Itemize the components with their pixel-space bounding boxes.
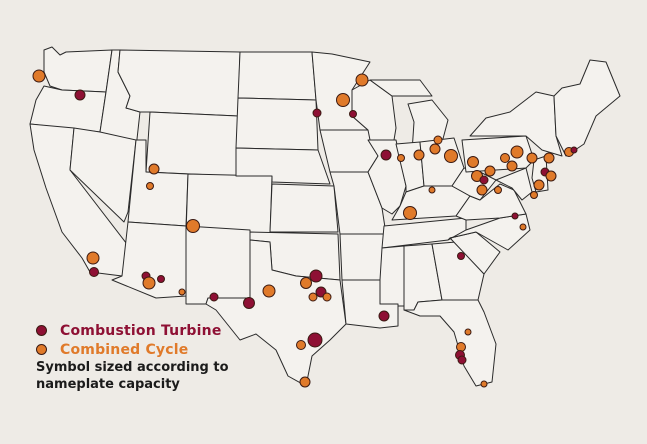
state-borders: [29, 46, 621, 387]
state-washington: [43, 46, 113, 93]
combined-cycle-marker: [519, 223, 527, 231]
combined-cycle-marker: [433, 135, 443, 145]
combustion-turbine-marker: [570, 146, 578, 154]
state-florida: [403, 299, 497, 387]
combined-cycle-marker: [545, 170, 557, 182]
state-south-dakota: [235, 97, 319, 151]
combined-cycle-marker: [299, 376, 311, 388]
state-north-carolina: [447, 213, 531, 251]
combined-cycle-marker: [296, 340, 306, 350]
combined-cycle-marker: [142, 276, 156, 290]
combined-cycle-marker: [146, 182, 154, 190]
state-texas: [205, 239, 347, 387]
combined-cycle-marker: [308, 292, 318, 302]
plant-markers: [32, 69, 578, 388]
combined-cycle-marker: [484, 165, 496, 177]
combined-cycle-marker: [178, 288, 186, 296]
combined-cycle-marker: [444, 149, 458, 163]
combustion-turbine-marker: [157, 275, 165, 283]
combustion-turbine-marker: [457, 252, 465, 260]
state-wyoming: [145, 111, 239, 177]
legend-label-combustion-turbine: Combustion Turbine: [60, 322, 222, 339]
state-kansas: [269, 183, 339, 233]
combustion-turbine-marker: [74, 89, 86, 101]
combined-cycle-marker: [355, 73, 369, 87]
combined-cycle-marker: [500, 153, 510, 163]
combined-cycle-marker: [86, 251, 100, 265]
combined-cycle-marker: [510, 145, 524, 159]
state-arkansas: [339, 233, 387, 281]
state-nevada: [69, 127, 137, 223]
combustion-turbine-marker: [209, 292, 219, 302]
state-delaware-maryland: [495, 167, 533, 201]
combined-cycle-marker: [467, 156, 479, 168]
legend-item-combustion-turbine: Combustion Turbine: [36, 321, 256, 340]
combined-cycle-marker: [413, 149, 425, 161]
combustion-turbine-marker: [349, 110, 357, 118]
combined-cycle-marker: [530, 191, 538, 199]
state-north-dakota: [237, 51, 317, 101]
state-new-mexico: [185, 225, 251, 305]
combined-cycle-marker: [403, 206, 417, 220]
legend-size-note: Symbol sized according to nameplate capa…: [36, 360, 229, 392]
combined-cycle-marker: [506, 160, 518, 172]
combined-cycle-marker: [397, 154, 405, 162]
combined-cycle-marker: [32, 69, 46, 83]
combined-cycle-marker: [148, 163, 160, 175]
state-georgia: [431, 241, 485, 301]
legend-label-combined-cycle: Combined Cycle: [60, 341, 189, 358]
combined-cycle-marker: [533, 179, 545, 191]
combined-cycle-swatch: [36, 344, 47, 355]
combined-cycle-marker: [322, 292, 332, 302]
combustion-turbine-marker: [380, 149, 392, 161]
combustion-turbine-marker: [309, 269, 323, 283]
state-montana: [117, 49, 241, 117]
state-new-england: [553, 59, 621, 157]
combustion-turbine-marker: [378, 310, 390, 322]
combined-cycle-marker: [494, 186, 502, 194]
combustion-turbine-marker: [511, 212, 519, 220]
combined-cycle-marker: [480, 380, 488, 388]
combined-cycle-marker: [262, 284, 276, 298]
combustion-turbine-marker: [89, 267, 99, 277]
combined-cycle-marker: [543, 152, 555, 164]
combustion-turbine-marker: [307, 332, 323, 348]
combined-cycle-marker: [186, 219, 200, 233]
combined-cycle-marker: [428, 186, 436, 194]
combustion-turbine-swatch: [36, 325, 47, 336]
combustion-turbine-marker: [479, 175, 489, 185]
state-mississippi: [379, 245, 405, 307]
state-nebraska: [235, 147, 331, 185]
combined-cycle-marker: [429, 143, 441, 155]
combined-cycle-marker: [464, 328, 472, 336]
combined-cycle-marker: [476, 184, 488, 196]
legend-item-combined-cycle: Combined Cycle: [36, 340, 256, 359]
combined-cycle-marker: [336, 93, 350, 107]
combustion-turbine-marker: [312, 108, 322, 118]
combustion-turbine-marker: [243, 297, 255, 309]
combined-cycle-marker: [526, 152, 538, 164]
legend: Combustion Turbine Combined Cycle Symbol…: [36, 321, 256, 393]
combined-cycle-marker: [300, 277, 312, 289]
combustion-turbine-marker: [457, 355, 467, 365]
